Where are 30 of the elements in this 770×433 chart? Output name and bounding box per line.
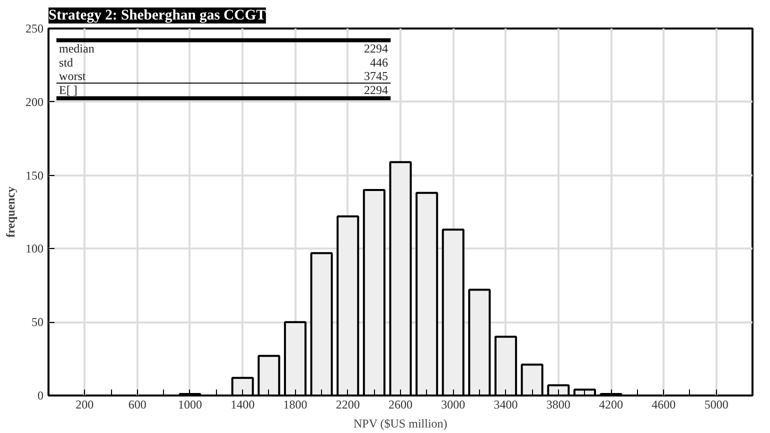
x-tick-label: 2600: [388, 398, 412, 412]
annotation: 446: [370, 55, 388, 70]
x-tick-label: 3800: [546, 398, 570, 412]
annotation: E[ ]: [59, 83, 78, 98]
annotation: std: [59, 55, 74, 70]
x-tick-label: 2200: [336, 398, 360, 412]
x-tick-label: 5000: [704, 398, 728, 412]
x-tick-label: 600: [128, 398, 146, 412]
annotation: 2294: [364, 83, 388, 98]
x-tick-label: 4200: [599, 398, 624, 412]
annotation: 3745: [364, 69, 388, 84]
annotation: median: [59, 41, 94, 56]
x-tick-label: 1000: [178, 398, 202, 412]
x-tick-label: 3000: [441, 398, 466, 412]
x-tick-label: 3400: [494, 398, 518, 412]
annotation: 2294: [364, 41, 388, 56]
x-tick-label: 1800: [283, 398, 308, 412]
y-tick-label: 100: [26, 242, 44, 256]
x-tick-label: 1400: [230, 398, 255, 412]
y-tick-label: 0: [38, 388, 44, 402]
y-tick-label: 50: [32, 315, 44, 330]
y-tick-label: 250: [26, 22, 44, 36]
annotation: worst: [59, 69, 86, 84]
x-axis-title: NPV ($US million): [353, 416, 448, 430]
x-tick-label: 4600: [652, 398, 676, 412]
x-tick-label: 200: [76, 398, 94, 412]
chart-title: Strategy 2: Sheberghan gas CCGT: [48, 8, 266, 24]
y-axis-title: frequency: [4, 186, 18, 238]
y-tick-label: 200: [26, 94, 44, 109]
y-tick-label: 150: [26, 168, 44, 182]
